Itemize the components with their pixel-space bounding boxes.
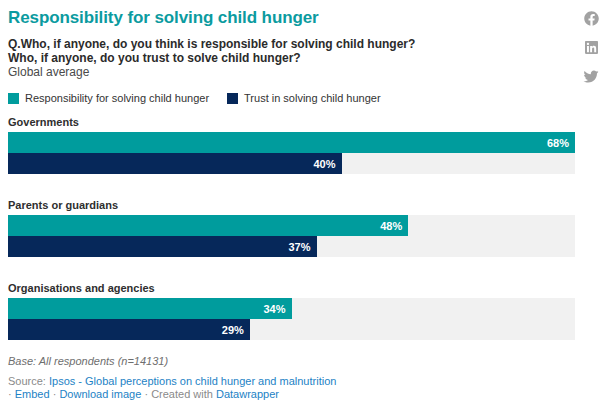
legend-swatch <box>8 93 19 104</box>
bar-value-label: 34% <box>263 303 285 315</box>
twitter-share-button[interactable] <box>583 68 599 84</box>
bar: 48% <box>8 215 408 236</box>
bar-value-label: 29% <box>222 324 244 336</box>
subtitle-line-1: Q.Who, if anyone, do you think is respon… <box>8 37 610 51</box>
source-line: Source: Ipsos - Global perceptions on ch… <box>8 375 610 388</box>
bar-group: Governments 68% 40% <box>8 116 575 174</box>
bar-track: 34% <box>8 298 575 319</box>
legend-item-trust: Trust in solving child hunger <box>227 92 381 104</box>
bar-value-label: 37% <box>288 241 310 253</box>
facebook-icon <box>584 11 599 26</box>
separator: · <box>53 388 57 400</box>
embed-link[interactable]: Embed <box>15 388 50 400</box>
bar: 37% <box>8 236 317 257</box>
category-label: Governments <box>8 116 575 128</box>
facebook-share-button[interactable] <box>583 10 599 26</box>
datawrapper-link[interactable]: Datawrapper <box>216 388 279 400</box>
twitter-icon <box>583 69 599 84</box>
bar-value-label: 40% <box>313 158 335 170</box>
legend: Responsibility for solving child hunger … <box>8 92 610 104</box>
bar: 40% <box>8 153 342 174</box>
chart-footer: Base: All respondents (n=14131) Source: … <box>8 355 610 401</box>
created-with-text: Created with <box>151 388 213 400</box>
linkedin-icon <box>585 40 598 55</box>
legend-item-responsibility: Responsibility for solving child hunger <box>8 92 209 104</box>
download-image-link[interactable]: Download image <box>59 388 141 400</box>
linkedin-share-button[interactable] <box>583 39 599 55</box>
source-link[interactable]: Ipsos - Global perceptions on child hung… <box>49 375 336 387</box>
chart-container: Responsibility for solving child hunger … <box>0 0 610 406</box>
bar-group: Organisations and agencies 34% 29% <box>8 282 575 340</box>
bar-track: 29% <box>8 319 575 340</box>
source-prefix: Source: <box>8 375 46 387</box>
bar-value-label: 68% <box>547 137 569 149</box>
bar: 34% <box>8 298 292 319</box>
base-note: Base: All respondents (n=14131) <box>8 355 610 368</box>
legend-label: Responsibility for solving child hunger <box>25 92 209 104</box>
bar-track: 68% <box>8 132 575 153</box>
category-label: Parents or guardians <box>8 199 575 211</box>
bar-track: 48% <box>8 215 575 236</box>
bar: 68% <box>8 132 575 153</box>
subtitle-line-2: Who, if anyone, do you trust to solve ch… <box>8 51 610 65</box>
legend-label: Trust in solving child hunger <box>244 92 381 104</box>
chart-subtitle: Q.Who, if anyone, do you think is respon… <box>8 37 610 79</box>
separator: · <box>8 388 12 400</box>
subtitle-description: Global average <box>8 65 610 79</box>
legend-swatch <box>227 93 238 104</box>
bar-track: 40% <box>8 153 575 174</box>
bar-value-label: 48% <box>380 220 402 232</box>
chart-title: Responsibility for solving child hunger <box>8 8 610 28</box>
bar-track: 37% <box>8 236 575 257</box>
category-label: Organisations and agencies <box>8 282 575 294</box>
separator: · <box>144 388 148 400</box>
social-share-buttons <box>583 10 599 84</box>
chart-groups: Governments 68% 40% Parents or guardians 48%… <box>8 116 575 340</box>
bar: 29% <box>8 319 250 340</box>
bar-group: Parents or guardians 48% 37% <box>8 199 575 257</box>
footer-links: · Embed · Download image · Created with … <box>8 388 610 401</box>
